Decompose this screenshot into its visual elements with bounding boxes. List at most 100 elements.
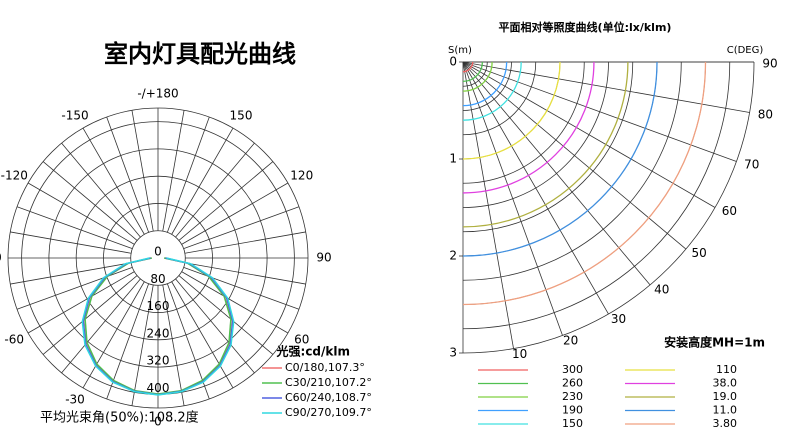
legend-title: 光强:cd/klm [276, 344, 350, 359]
minor-ring [462, 61, 731, 330]
minor-ring [462, 61, 609, 208]
angle-tick-label: -90 [0, 251, 2, 265]
angle-tick-label: 0 [154, 415, 162, 429]
grid-ring [103, 203, 213, 313]
chart-title: 平面相对等照度曲线(单位:lx/klm) [499, 20, 672, 34]
isolux-curve [462, 61, 493, 92]
spoke [82, 127, 145, 235]
isolux-curve [462, 61, 629, 228]
c-tick-label: 40 [654, 282, 669, 296]
c-tick-label: 60 [722, 204, 737, 218]
minor-ring [462, 61, 634, 233]
intensity-curve [81, 257, 235, 396]
legend-label: C60/240,108.7° [285, 391, 372, 404]
spoke [162, 110, 185, 232]
minor-ring [462, 61, 537, 136]
spoke [166, 116, 210, 233]
legend-label: C90/270,109.7° [285, 406, 372, 419]
isolux-curve [462, 61, 561, 160]
spoke [10, 231, 132, 254]
legend-label: 110 [716, 363, 737, 376]
angle-tick-label: 120 [290, 169, 313, 183]
legend-label: 3.80 [713, 417, 738, 430]
isolux-curve [462, 61, 508, 107]
minor-ring [462, 61, 755, 354]
legend-label: C30/210,107.2° [285, 376, 372, 389]
spoke [162, 284, 185, 406]
legend-label: 190 [562, 404, 583, 417]
spoke [171, 281, 234, 389]
spoke [178, 275, 274, 355]
y-tick-label: 2 [449, 249, 457, 263]
minor-ring [462, 61, 512, 111]
y-tick-label: 1 [449, 152, 457, 166]
legend-label: 19.0 [713, 390, 738, 403]
grid-ring [48, 148, 268, 368]
spoke [181, 182, 289, 245]
r-tick-label: 400 [147, 381, 170, 395]
spoke [16, 206, 133, 250]
minor-ring [462, 61, 682, 281]
y-tick-label: 0 [449, 55, 457, 69]
legend-label: 150 [562, 417, 583, 430]
c-tick-label: 30 [611, 312, 626, 326]
chart-title: 室内灯具配光曲线 [104, 40, 296, 68]
spoke [82, 281, 145, 389]
r-tick-label: 0 [154, 245, 162, 259]
r-tick-label: 240 [147, 326, 170, 340]
c-tick-label: 20 [563, 334, 578, 348]
c-tick-label: 50 [691, 246, 706, 260]
isolux-curve [462, 61, 484, 83]
legend-label: 300 [562, 363, 583, 376]
angle-tick-label: 60 [294, 333, 309, 347]
grid-ring [130, 230, 186, 286]
r-tick-label: 160 [147, 299, 170, 313]
spoke [106, 116, 150, 233]
spoke [10, 262, 132, 285]
r-tick-label: 80 [150, 272, 165, 286]
y-tick-label: 3 [449, 346, 457, 360]
angle-tick-label: -60 [4, 333, 24, 347]
spoke [181, 271, 289, 334]
spoke [178, 161, 274, 241]
c-tick-label: 70 [744, 157, 759, 171]
legend-label: 11.0 [713, 404, 738, 417]
c-tick-label: 80 [758, 108, 773, 122]
legend-label: 260 [562, 377, 583, 390]
spoke [61, 278, 141, 374]
spoke [131, 284, 154, 406]
angle-tick-label: -120 [1, 169, 28, 183]
spoke [175, 142, 255, 238]
legend-title: 安装高度MH=1m [664, 335, 765, 350]
spoke [131, 110, 154, 232]
spoke [16, 266, 133, 310]
footer: 平均光束角(50%):108.2度 [40, 410, 199, 426]
x-axis-label: C(DEG) [727, 45, 764, 56]
r-tick-label: 320 [147, 354, 170, 368]
grid-ring [75, 175, 241, 341]
spoke [184, 262, 306, 285]
spoke [183, 266, 300, 310]
angle-tick-label: -150 [61, 108, 88, 122]
c-tick-label: 90 [762, 57, 777, 71]
isolux-curve [462, 61, 595, 194]
spoke [175, 278, 255, 374]
spoke [27, 182, 135, 245]
angle-tick-label: -30 [65, 393, 85, 407]
isolux-curve [462, 61, 707, 306]
minor-ring [462, 61, 585, 184]
angle-tick-label: 150 [230, 108, 253, 122]
legend-label: 230 [562, 390, 583, 403]
isolux-curve [462, 61, 522, 121]
legend-label: 38.0 [713, 377, 738, 390]
isolux-curve [462, 61, 658, 257]
spoke [61, 142, 141, 238]
c-tick-label: 10 [512, 347, 527, 361]
isolux-curve [462, 61, 474, 73]
legend-label: C0/180,107.3° [285, 361, 365, 374]
spoke [27, 271, 135, 334]
minor-ring [462, 61, 488, 87]
spoke [171, 127, 234, 235]
angle-tick-label: -/+180 [137, 87, 178, 101]
